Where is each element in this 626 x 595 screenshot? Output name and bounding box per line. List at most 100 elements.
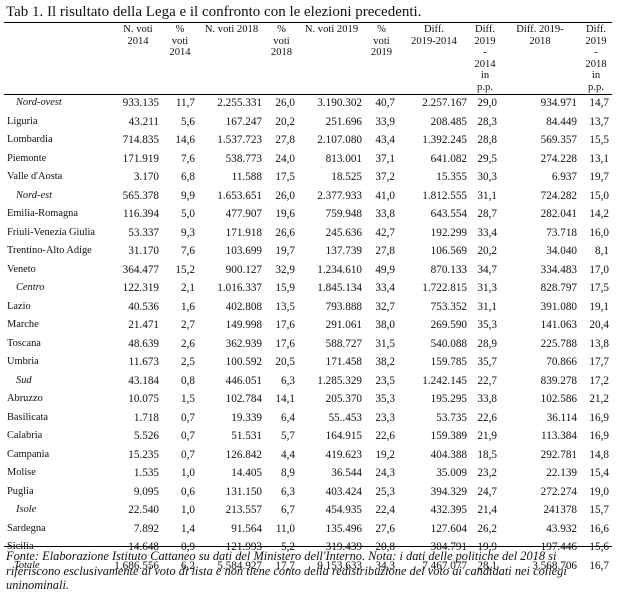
table-cell: 394.329 [430, 485, 467, 498]
table-cell: 813.001 [325, 152, 362, 165]
table-cell: 19,6 [275, 208, 295, 220]
column-header: N. voti 2018 [204, 24, 259, 35]
table-cell: 33,4 [477, 226, 497, 239]
table-cell: 569.357 [540, 134, 577, 146]
source-note: Fonte: Elaborazione Istituto Cattaneo su… [6, 549, 567, 592]
table-row: Molise 1.535 1,0 14.405 8,9 36.544 24,3 35.009 2… [4, 464, 612, 483]
table-cell: 17,2 [589, 374, 609, 387]
total-row: Totale 1.686.556 6,2 5.584.927 17,7 9.153.633… [4, 557, 612, 576]
table-cell: 245.636 [325, 226, 362, 239]
table-cell: 205.370 [325, 393, 362, 405]
table-cell: 121.993 [225, 541, 262, 553]
table-cell: 26,6 [275, 226, 295, 239]
table-cell: 28,9 [477, 337, 497, 350]
row-label: Basilicata [7, 411, 48, 423]
table-cell: 28,1 [477, 559, 497, 572]
table-cell: 102.784 [225, 393, 262, 405]
table-cell: 0,6 [181, 485, 195, 498]
table-cell: 402.808 [225, 300, 262, 313]
table-cell: 31,1 [477, 300, 497, 313]
table-cell: 10.075 [128, 393, 159, 405]
table-cell: 1.537.723 [217, 134, 262, 146]
table-cell: 9,3 [181, 226, 195, 239]
table-cell: 6,4 [281, 411, 295, 424]
table-cell: 7,6 [181, 245, 195, 257]
row-label: Campania [7, 448, 50, 460]
table-cell: 540.088 [430, 337, 467, 350]
table-cell: 20,2 [275, 115, 295, 128]
table-cell: 26,0 [275, 189, 295, 202]
table-cell: 1.016.337 [217, 282, 262, 294]
table-cell: 2,7 [181, 319, 195, 331]
table-cell: 13,7 [589, 115, 609, 128]
table-row: Toscana 48.639 2,6 362.939 17,6 588.727 31,5 54… [4, 335, 612, 354]
table-cell: 641.082 [430, 152, 467, 165]
table-cell: 15.355 [436, 171, 467, 183]
table-cell: 28,3 [477, 115, 497, 128]
table-cell: 19,7 [275, 245, 295, 257]
table-cell: 793.888 [325, 300, 362, 313]
table-cell: 403.424 [325, 485, 362, 498]
table-cell: 35.009 [436, 467, 467, 479]
table-cell: 102.586 [540, 393, 577, 405]
table-row: Calabria 5.526 0,7 51.531 5,7 164.915 22,6 159.… [4, 427, 612, 446]
table-cell: 291.061 [325, 319, 362, 331]
table-cell: 106.569 [430, 245, 467, 257]
table-cell: 17,6 [275, 319, 295, 331]
table-cell: 53.735 [436, 411, 467, 424]
table-cell: 21,2 [589, 393, 609, 405]
table-cell: 2.107.080 [317, 134, 362, 146]
table-cell: 5,6 [181, 115, 195, 128]
table-cell: 14,6 [175, 134, 195, 146]
table-cell: 33,4 [375, 282, 395, 294]
table-cell: 164.915 [325, 430, 362, 442]
row-label: Abruzzo [7, 393, 43, 404]
table-cell: 6,8 [181, 171, 195, 183]
table-cell: 9,9 [181, 189, 195, 202]
table-row: Umbria 11.673 2,5 100.592 20,5 171.458 38,2 159… [4, 353, 612, 372]
table-cell: 454.935 [325, 504, 362, 516]
table-cell: 404.388 [430, 448, 467, 461]
table-cell: 19,1 [589, 300, 609, 313]
table-cell: 24,3 [375, 467, 395, 479]
table-cell: 51.531 [231, 430, 262, 442]
table-cell: 364.477 [122, 263, 159, 276]
table-cell: 3.190.302 [317, 97, 362, 109]
table-cell: 149.998 [225, 319, 262, 331]
table-cell: 241378 [543, 504, 577, 516]
macro-area-row: Nord-ovest 933.135 11,7 2.255.331 26,0 3.190.… [4, 94, 612, 113]
table-cell: 16,7 [589, 559, 609, 572]
table-cell: 137.739 [325, 245, 362, 257]
table-cell: 1,0 [181, 467, 195, 479]
column-header: Diff. 2019-2014 in p.p. [474, 24, 496, 93]
table-cell: 22,4 [375, 504, 395, 516]
table-cell: 31,5 [375, 337, 395, 350]
table-cell: 43.932 [546, 522, 577, 535]
table-cell: 122.319 [122, 282, 159, 294]
table-cell: 131.150 [225, 485, 262, 498]
row-label: Sud [16, 374, 32, 386]
table-cell: 38,2 [375, 356, 395, 368]
table-cell: 334.483 [540, 263, 577, 276]
table-cell: 41,0 [375, 189, 395, 202]
table-row: Valle d'Aosta 3.170 6,8 11.588 17,5 18.525 37,… [4, 168, 612, 187]
table-cell: 34,7 [477, 263, 497, 276]
row-label: Puglia [7, 485, 34, 497]
table-cell: 1,0 [181, 504, 195, 516]
table-cell: 25,3 [375, 485, 395, 498]
table-cell: 1.722.815 [422, 282, 467, 294]
table-row: Sicilia 14.648 0,9 121.993 5,2 319.439 20,8 304… [4, 538, 612, 557]
table-cell: 269.590 [430, 319, 467, 331]
table-cell: 432.395 [430, 504, 467, 516]
table-cell: 91.564 [231, 522, 262, 535]
table-cell: 113.384 [541, 430, 577, 442]
table-cell: 171.919 [122, 152, 159, 165]
results-table: N. voti 2014 % voti 2014 N. voti 2018 % voti 201… [4, 22, 612, 575]
table-cell: 24,7 [477, 485, 497, 498]
table-cell: 159.785 [430, 356, 467, 368]
table-cell: 391.080 [540, 300, 577, 313]
table-cell: 48.639 [128, 337, 159, 350]
table-cell: 126.842 [225, 448, 262, 461]
top-rule [4, 22, 612, 23]
table-cell: 0,9 [181, 541, 195, 553]
